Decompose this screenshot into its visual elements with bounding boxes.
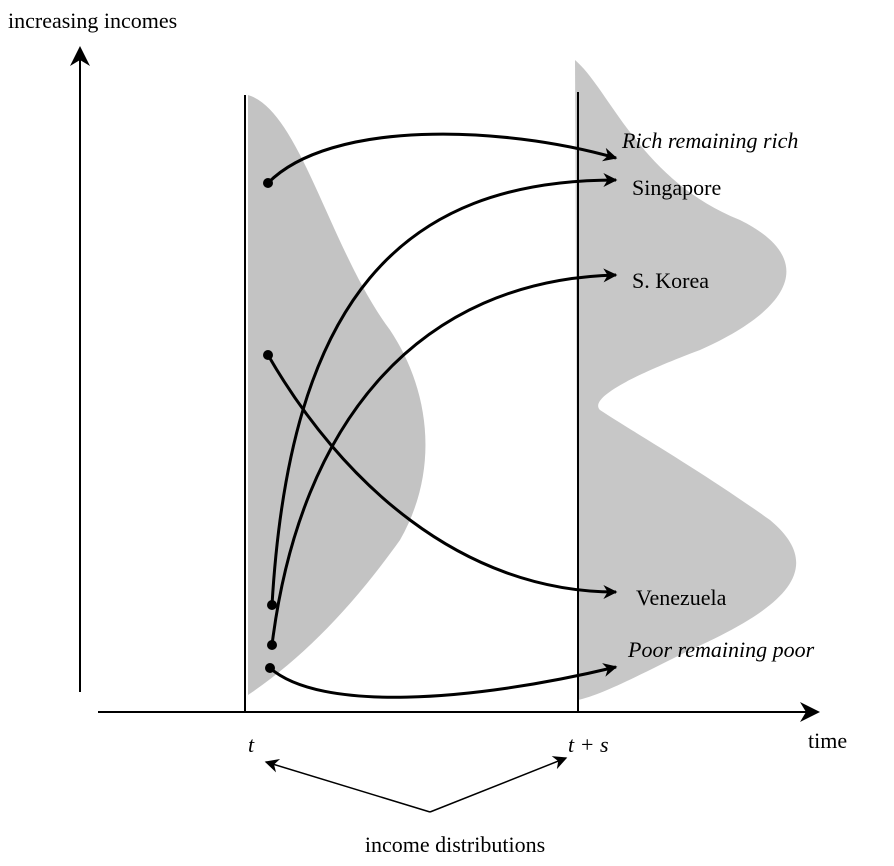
outcome-label: Rich remaining rich: [621, 128, 798, 153]
note-arrow-right: [429, 756, 568, 813]
path-singapore: [270, 173, 618, 606]
t-s-label: t + s: [568, 732, 609, 757]
x-axis-label: time: [808, 728, 847, 753]
outcome-label: Singapore: [632, 175, 721, 200]
y-axis-label: increasing incomes: [8, 8, 177, 33]
note-label: income distributions: [365, 832, 545, 857]
start-dots: [263, 178, 277, 673]
t-label: t: [248, 732, 255, 757]
outcome-label: S. Korea: [632, 268, 709, 293]
path-poor: [269, 663, 618, 699]
path-rich: [266, 132, 618, 185]
path-korea: [270, 268, 618, 646]
path-venezuela: [266, 354, 618, 599]
distribution-t-s: [575, 60, 797, 700]
outcome-label: Venezuela: [636, 585, 727, 610]
outcome-label: Poor remaining poor: [627, 637, 815, 662]
note-arrow-left: [264, 758, 431, 813]
